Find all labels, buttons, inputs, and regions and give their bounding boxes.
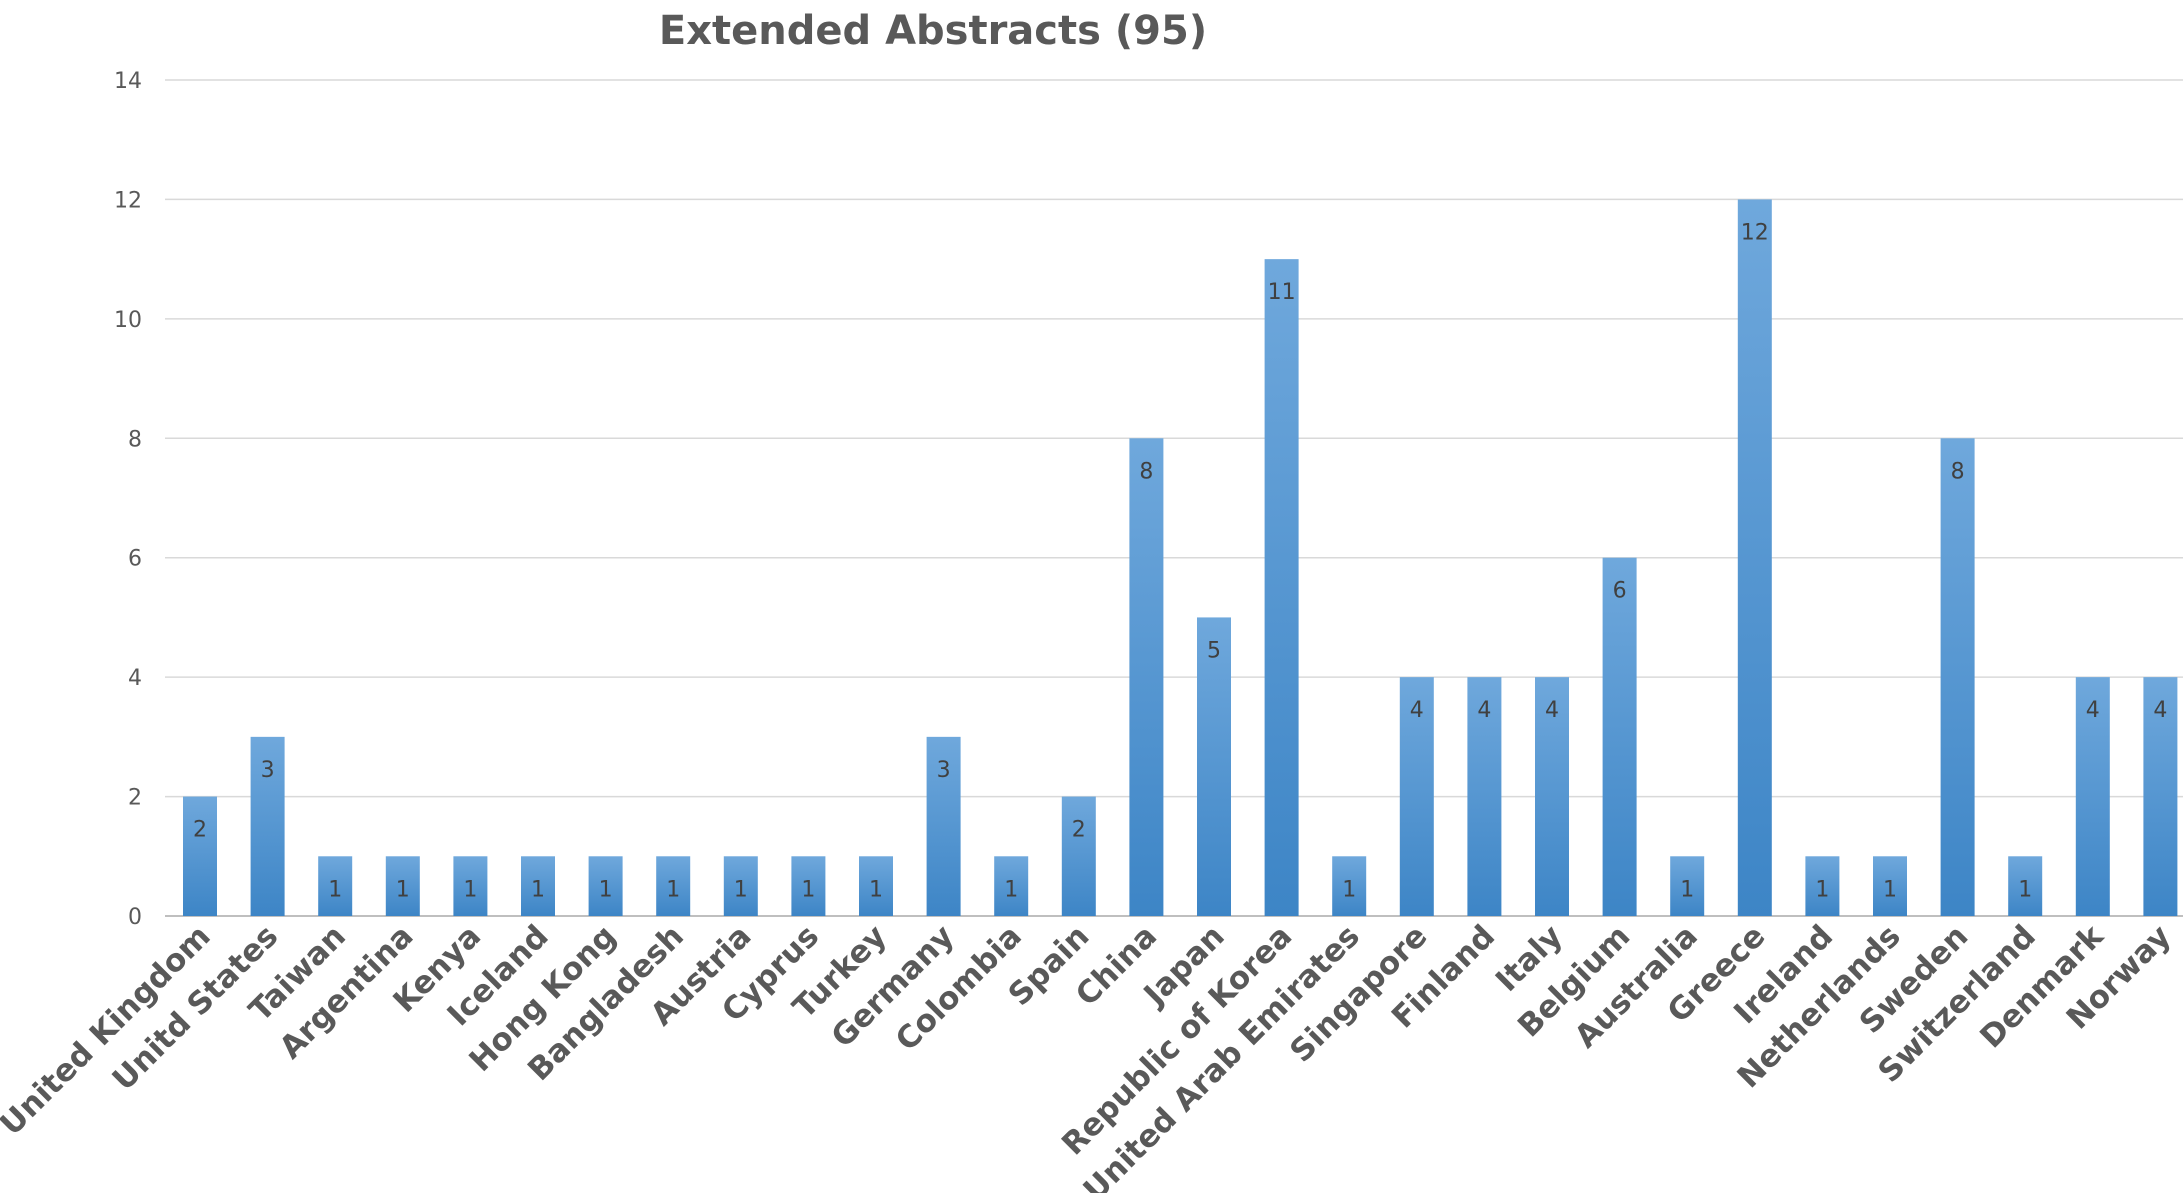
y-tick-label: 8 — [128, 427, 142, 452]
data-label: 1 — [2018, 877, 2032, 902]
data-label: 1 — [1883, 877, 1897, 902]
data-label: 3 — [261, 758, 275, 783]
bar — [250, 736, 285, 916]
bar — [723, 856, 758, 916]
bar — [318, 856, 353, 916]
data-label: 4 — [1410, 698, 1424, 723]
bar — [1332, 856, 1367, 916]
bar — [994, 856, 1029, 916]
bars — [183, 199, 2178, 917]
y-tick-label: 2 — [128, 786, 142, 811]
y-tick-label: 0 — [128, 905, 142, 930]
bar — [1805, 856, 1840, 916]
gridlines — [165, 79, 2183, 917]
data-label: 1 — [801, 877, 815, 902]
data-label: 1 — [599, 877, 613, 902]
data-label: 1 — [734, 877, 748, 902]
data-label: 1 — [328, 877, 342, 902]
data-label: 2 — [193, 818, 207, 843]
data-label: 1 — [1004, 877, 1018, 902]
data-label: 5 — [1207, 638, 1221, 663]
bar — [656, 856, 691, 916]
y-tick-label: 14 — [114, 69, 142, 94]
data-label: 1 — [666, 877, 680, 902]
bar — [1197, 617, 1231, 916]
bar — [2008, 856, 2043, 916]
data-label: 4 — [1545, 698, 1559, 723]
bar — [385, 856, 420, 916]
data-label: 1 — [463, 877, 477, 902]
bar — [1129, 438, 1164, 916]
data-label: 11 — [1268, 280, 1296, 305]
data-label: 8 — [1951, 459, 1965, 484]
bar — [926, 736, 961, 916]
bar — [1602, 557, 1637, 916]
bar — [1670, 856, 1705, 916]
data-label: 1 — [1342, 877, 1356, 902]
bar — [453, 856, 488, 916]
data-label: 8 — [1139, 459, 1153, 484]
data-label: 3 — [937, 758, 951, 783]
data-label: 1 — [531, 877, 545, 902]
bar — [2075, 677, 2110, 916]
bar — [588, 856, 623, 916]
chart-title: Extended Abstracts (95) — [659, 8, 1207, 54]
bar — [1399, 677, 1434, 916]
bar — [1737, 199, 1772, 916]
y-axis-tick-labels: 0 2 4 6 8 10 12 14 — [114, 69, 142, 930]
y-tick-label: 12 — [114, 188, 142, 213]
data-label: 1 — [1680, 877, 1694, 902]
data-label: 6 — [1613, 579, 1627, 604]
data-label: 4 — [2153, 698, 2167, 723]
bar — [1061, 796, 1096, 916]
y-tick-label: 6 — [128, 547, 142, 572]
bar — [183, 796, 217, 916]
y-tick-label: 10 — [114, 308, 142, 333]
data-label: 2 — [1072, 818, 1086, 843]
data-label: 1 — [869, 877, 883, 902]
y-tick-label: 4 — [128, 666, 142, 691]
data-label: 12 — [1741, 220, 1769, 245]
bar — [859, 856, 893, 916]
bar — [1264, 259, 1299, 917]
bar — [521, 856, 555, 916]
bar — [1467, 677, 1502, 916]
bar — [1873, 856, 1907, 916]
data-label: 4 — [1477, 698, 1491, 723]
bar — [1940, 438, 1975, 916]
data-label: 4 — [2086, 698, 2100, 723]
data-label: 1 — [1815, 877, 1829, 902]
bar — [2143, 677, 2178, 916]
bar — [791, 856, 826, 916]
bar — [1535, 677, 1569, 916]
data-label: 1 — [396, 877, 410, 902]
